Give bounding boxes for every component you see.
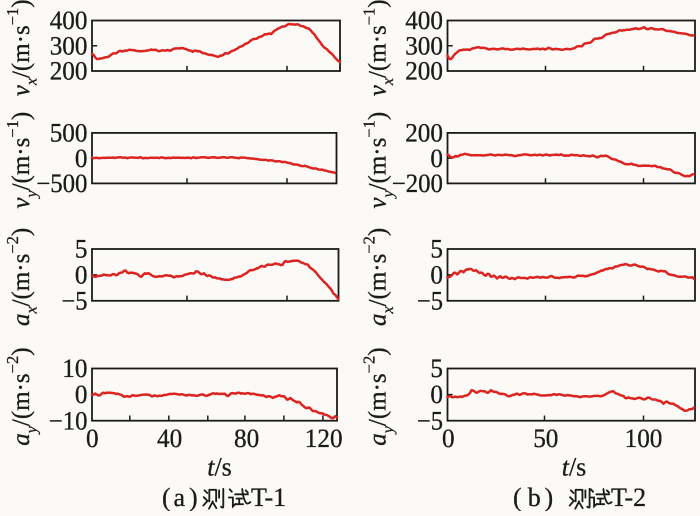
svg-text:): )	[545, 483, 554, 511]
svg-text:200: 200	[405, 57, 443, 86]
svg-text:5: 5	[430, 235, 443, 264]
svg-text:80: 80	[234, 424, 259, 453]
svg-text:0: 0	[430, 261, 443, 290]
svg-text:−500: −500	[36, 169, 87, 198]
svg-text:400: 400	[50, 6, 88, 35]
svg-text:500: 500	[50, 119, 88, 148]
svg-text:a: a	[174, 483, 186, 511]
svg-text:400: 400	[405, 6, 443, 35]
svg-text:−5: −5	[417, 286, 443, 315]
svg-text:−200: −200	[392, 169, 443, 198]
svg-text:200: 200	[405, 119, 443, 148]
svg-text:b: b	[528, 483, 541, 511]
svg-text:−5: −5	[61, 286, 87, 315]
svg-text:vy/(m·s−1): vy/(m·s−1)	[360, 112, 397, 209]
svg-text:200: 200	[50, 57, 88, 86]
svg-text:10: 10	[62, 354, 87, 383]
svg-text:vx/(m·s−1): vx/(m·s−1)	[3, 0, 40, 96]
svg-text:0: 0	[86, 424, 99, 453]
svg-text:5: 5	[75, 235, 88, 264]
svg-text:ay/(m·s−2): ay/(m·s−2)	[3, 347, 40, 445]
svg-text:0: 0	[430, 144, 443, 173]
svg-text:0: 0	[75, 261, 88, 290]
svg-text:−5: −5	[417, 406, 443, 435]
svg-text:ax/(m·s−2): ax/(m·s−2)	[3, 228, 40, 326]
svg-text:t/s: t/s	[207, 453, 232, 482]
svg-text:120: 120	[305, 424, 343, 453]
svg-text:300: 300	[50, 31, 88, 60]
svg-text:300: 300	[405, 31, 443, 60]
svg-text:0: 0	[442, 424, 455, 453]
svg-text:ax/(m·s−2): ax/(m·s−2)	[360, 228, 397, 326]
svg-text:ay/(m·s−2): ay/(m·s−2)	[360, 347, 397, 445]
svg-text:vy/(m·s−1): vy/(m·s−1)	[3, 112, 40, 209]
svg-text:−10: −10	[49, 406, 88, 435]
svg-text:(: (	[162, 483, 171, 511]
svg-text:(: (	[513, 483, 522, 511]
svg-text:T-2: T-2	[611, 483, 646, 511]
svg-text:100: 100	[625, 424, 663, 453]
svg-text:50: 50	[533, 424, 558, 453]
svg-text:T-1: T-1	[251, 483, 286, 511]
svg-text:t/s: t/s	[562, 453, 587, 482]
svg-text:0: 0	[75, 380, 88, 409]
svg-text:): )	[189, 483, 198, 511]
svg-text:40: 40	[157, 424, 182, 453]
svg-text:0: 0	[430, 380, 443, 409]
svg-text:vx/(m·s−1): vx/(m·s−1)	[360, 0, 397, 96]
svg-text:5: 5	[430, 354, 443, 383]
svg-text:0: 0	[75, 144, 88, 173]
